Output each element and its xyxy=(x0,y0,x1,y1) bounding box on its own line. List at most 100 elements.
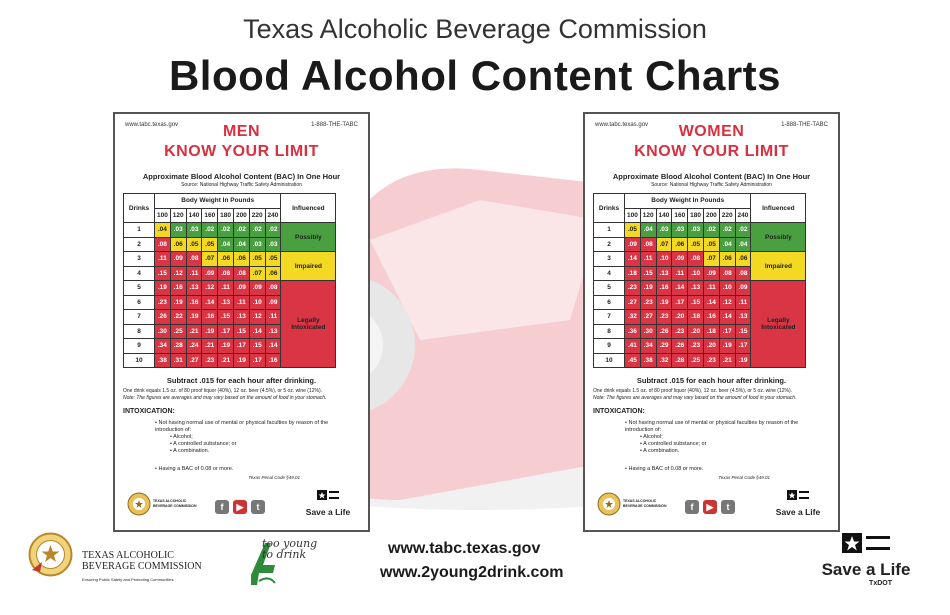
women-bac-table: Drinks Body Weight In Pounds Influenced … xyxy=(593,193,807,368)
bac-cell: .11 xyxy=(639,251,657,267)
bac-cell: .06 xyxy=(718,251,736,267)
bac-cell: .08 xyxy=(185,251,203,267)
table-row: 9.34.28.24.21.19.17.15.14 xyxy=(123,338,336,354)
facebook-icon[interactable]: f xyxy=(685,500,699,514)
bac-cell: .13 xyxy=(687,280,704,296)
bac-cell: .27 xyxy=(624,294,641,310)
bac-cell: .11 xyxy=(734,294,752,310)
bac-cell: .09 xyxy=(232,280,250,296)
youtube-icon[interactable]: ▶ xyxy=(233,500,247,514)
bac-cell: .02 xyxy=(232,222,250,238)
bac-cell: .11 xyxy=(232,294,250,310)
chart-subtitle: Approximate Blood Alcohol Content (BAC) … xyxy=(612,172,811,181)
bac-cell: .03 xyxy=(655,222,673,238)
weight-header-cell: 180 xyxy=(217,207,234,223)
weight-header-cell: 100 xyxy=(154,207,171,223)
bac-cell: .18 xyxy=(687,309,704,325)
bac-cell: .28 xyxy=(169,338,187,354)
card-logo-text: TEXAS ALCOHOLIC BEVERAGE COMMISSION xyxy=(623,499,667,508)
bac-cell: .08 xyxy=(264,280,282,296)
influence-header: Influenced xyxy=(280,193,337,223)
intox-substance: • A controlled substance; or xyxy=(170,441,237,447)
card-website: www.tabc.texas.gov xyxy=(125,122,179,128)
bac-cell: .03 xyxy=(169,222,187,238)
bac-cell: .17 xyxy=(718,323,736,339)
influence-legally-intoxicated: Legally Intoxicated xyxy=(750,280,807,368)
weight-header-cell: 140 xyxy=(185,207,203,223)
bac-cell: .03 xyxy=(671,222,689,238)
drinks-cell: 1 xyxy=(593,222,625,238)
footer-url-tabc[interactable]: www.tabc.texas.gov xyxy=(388,540,541,557)
bac-cell: .23 xyxy=(201,352,219,368)
intoxication-definition: • Not having normal use of mental or phy… xyxy=(625,420,818,455)
bac-cell: .06 xyxy=(734,251,752,267)
bac-cell: .21 xyxy=(718,352,736,368)
bac-limit-line: • Having a BAC of 0.08 or more. xyxy=(155,466,234,472)
influence-impaired: Impaired xyxy=(280,251,337,281)
bac-cell: .09 xyxy=(702,265,720,281)
drinks-cell: 6 xyxy=(123,294,155,310)
influence-possibly: Possibly xyxy=(750,222,807,252)
bac-cell: .02 xyxy=(201,222,219,238)
bac-cell: .13 xyxy=(734,309,752,325)
save-a-life-flag-icon xyxy=(842,533,890,553)
bac-cell: .34 xyxy=(639,338,657,354)
bac-cell: .41 xyxy=(624,338,641,354)
bac-cell: .10 xyxy=(687,265,704,281)
table-row: 9.41.34.29.26.23.20.19.17 xyxy=(593,338,806,354)
bac-cell: .18 xyxy=(624,265,641,281)
bac-cell: .03 xyxy=(264,236,282,252)
drinks-cell: 3 xyxy=(123,251,155,267)
bac-cell: .11 xyxy=(264,309,282,325)
drink-equals-note: One drink equals 1.5 oz. of 80 proof liq… xyxy=(593,388,792,394)
bac-cell: .12 xyxy=(201,280,219,296)
card-topline: www.tabc.texas.gov 1-888-THE-TABC xyxy=(595,122,828,128)
bac-cell: .02 xyxy=(718,222,736,238)
twitter-icon[interactable]: t xyxy=(251,500,265,514)
footer-org-name: TEXAS ALCOHOLIC BEVERAGE COMMISSION Ensu… xyxy=(82,550,202,585)
facebook-icon[interactable]: f xyxy=(215,500,229,514)
bac-cell: .11 xyxy=(702,280,720,296)
men-bac-table: Drinks Body Weight In Pounds Influenced … xyxy=(123,193,337,368)
bac-cell: .17 xyxy=(671,294,689,310)
weights-row: 100 120 140 160 180 200 220 240 xyxy=(124,207,336,223)
women-title-limit: KNOW YOUR LIMIT xyxy=(634,143,789,160)
intox-alcohol: • Alcohol; xyxy=(170,434,193,440)
bac-cell: .08 xyxy=(718,265,736,281)
bac-cell: .10 xyxy=(248,294,266,310)
table-row: 3.11.09.08.07.06.06.05.05 Impaired xyxy=(123,251,337,281)
too-young-to-drink-logo xyxy=(251,543,276,585)
twitter-icon[interactable]: t xyxy=(721,500,735,514)
bac-cell: .15 xyxy=(217,309,234,325)
table-row: 5.23.19.16.14.13.11.10.09 Legally Intoxic… xyxy=(593,280,807,368)
weight-header: Body Weight In Pounds xyxy=(623,193,752,209)
drinks-cell: 4 xyxy=(123,265,155,281)
bac-cell: .08 xyxy=(232,265,250,281)
youtube-icon[interactable]: ▶ xyxy=(703,500,717,514)
bac-cell: .19 xyxy=(185,309,203,325)
bac-cell: .14 xyxy=(671,280,689,296)
weight-header-cell: 160 xyxy=(671,207,689,223)
bac-cell: .09 xyxy=(624,236,641,252)
bac-cell: .09 xyxy=(201,265,219,281)
footer-url-2young2drink[interactable]: www.2young2drink.com xyxy=(380,564,564,581)
bac-cell: .14 xyxy=(248,323,266,339)
subtract-note: Subtract .015 for each hour after drinki… xyxy=(166,376,317,385)
bac-cell: .16 xyxy=(655,280,673,296)
bac-cell: .26 xyxy=(671,338,689,354)
table-row: 7.26.22.19.16.15.13.12.11 xyxy=(123,309,336,325)
drinks-cell: 3 xyxy=(593,251,625,267)
drinks-cell: 4 xyxy=(593,265,625,281)
bac-cell: .02 xyxy=(248,222,266,238)
bac-cell: .29 xyxy=(655,338,673,354)
bac-limit-line: • Having a BAC of 0.08 or more. xyxy=(625,466,704,472)
men-title-gender: MEN xyxy=(222,123,261,140)
bac-cell: .11 xyxy=(154,251,171,267)
bac-cell: .02 xyxy=(734,222,752,238)
bac-cell: .05 xyxy=(702,236,720,252)
table-row: 1.05.04.03.03.03.02.02.02 Possibly xyxy=(593,222,807,252)
bac-cell: .09 xyxy=(169,251,187,267)
intox-line: • Not having normal use of mental or phy… xyxy=(155,420,329,433)
weight-header-cell: 120 xyxy=(639,207,657,223)
bac-cell: .23 xyxy=(639,294,657,310)
